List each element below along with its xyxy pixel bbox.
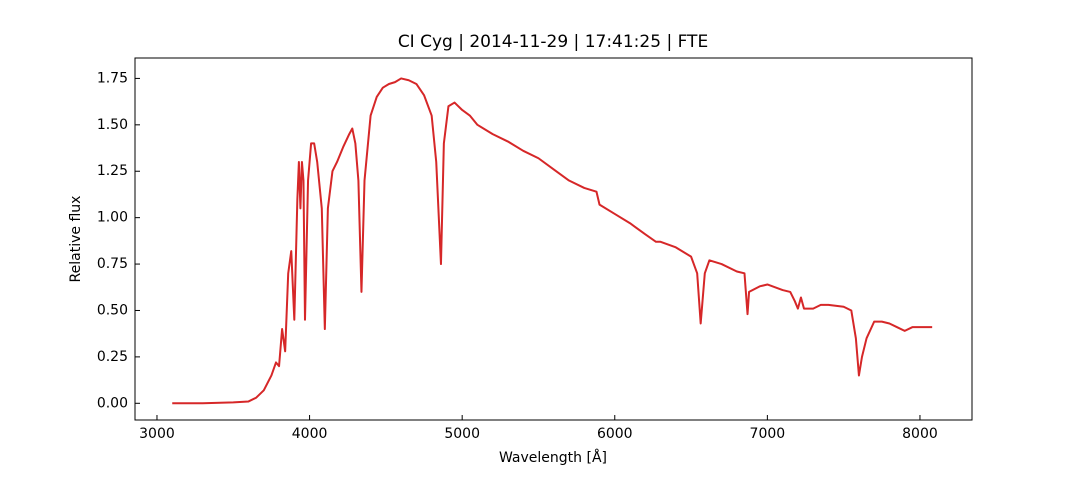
x-axis-label: Wavelength [Å] xyxy=(499,449,607,466)
spectrum-line xyxy=(172,77,933,405)
y-tick-label: 1.50 xyxy=(97,117,128,133)
y-tick-label: 0.75 xyxy=(97,256,128,272)
x-tick-label: 6000 xyxy=(597,426,633,442)
y-tick-label: 0.00 xyxy=(97,395,128,411)
y-tick-label: 0.50 xyxy=(97,302,128,318)
y-tick-label: 1.25 xyxy=(97,163,128,179)
chart-title: CI Cyg | 2014-11-29 | 17:41:25 | FTE xyxy=(398,32,708,52)
x-tick-label: 4000 xyxy=(292,426,328,442)
x-tick-label: 7000 xyxy=(750,426,786,442)
x-tick-label: 5000 xyxy=(444,426,480,442)
y-tick-label: 1.00 xyxy=(97,210,128,226)
x-tick-label: 3000 xyxy=(139,426,175,442)
y-tick-label: 1.75 xyxy=(97,70,128,86)
x-tick-label: 8000 xyxy=(902,426,938,442)
y-tick-label: 0.25 xyxy=(97,349,128,365)
y-axis-label: Relative flux xyxy=(68,196,84,283)
plot-frame xyxy=(134,57,973,421)
